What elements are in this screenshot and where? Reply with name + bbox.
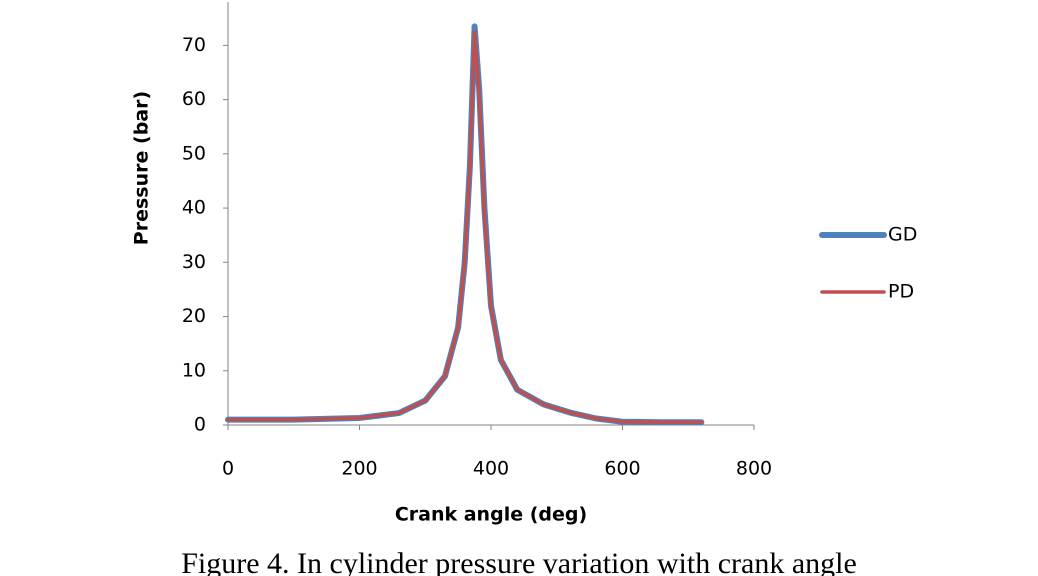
y-tick-label: 30: [182, 251, 206, 273]
legend-label: PD: [888, 281, 914, 303]
y-tick-label: 50: [182, 142, 206, 164]
x-axis-title: Crank angle (deg): [395, 504, 587, 526]
x-tick-label: 200: [341, 458, 377, 480]
series-line: [226, 30, 704, 425]
y-tick-label: 70: [182, 34, 206, 56]
y-tick-label: 10: [182, 359, 206, 381]
y-tick-label: 60: [182, 88, 206, 110]
legend-label: GD: [888, 224, 917, 246]
y-tick-label: 0: [194, 414, 206, 436]
x-tick-label: 800: [736, 458, 772, 480]
y-tick-label: 20: [182, 305, 206, 327]
x-tick-label: 0: [222, 458, 234, 480]
caption: Figure 4. In cylinder pressure variation…: [181, 547, 857, 576]
y-axis-title: Pressure (bar): [131, 91, 153, 245]
x-tick-label: 400: [473, 458, 509, 480]
x-tick-label: 600: [604, 458, 640, 480]
y-tick-label: 40: [182, 197, 206, 219]
series-line: [225, 23, 705, 426]
